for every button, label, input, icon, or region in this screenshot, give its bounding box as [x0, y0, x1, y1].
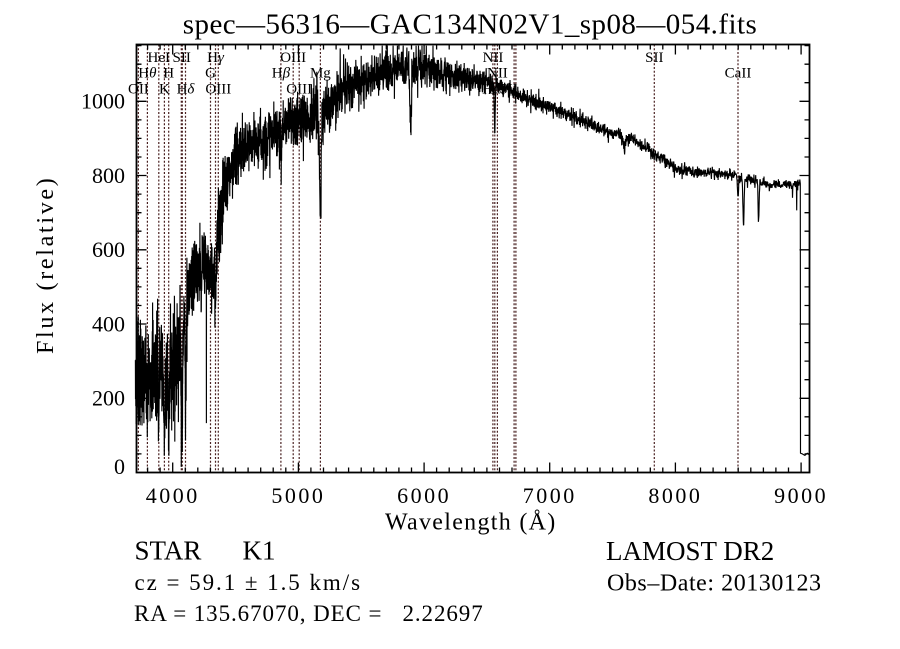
svg-text:1000: 1000	[81, 89, 125, 114]
svg-text:Wavelength (Å): Wavelength (Å)	[385, 510, 557, 536]
svg-text:Obs–Date: 20130123: Obs–Date: 20130123	[607, 571, 822, 597]
svg-text:4000: 4000	[146, 483, 200, 508]
svg-text:SII: SII	[499, 82, 517, 98]
svg-text:NII: NII	[483, 50, 504, 66]
svg-text:Flux (relative): Flux (relative)	[33, 176, 59, 354]
svg-text:5000: 5000	[271, 483, 325, 508]
svg-text:OII: OII	[128, 82, 149, 98]
svg-text:Hγ: Hγ	[207, 50, 225, 66]
svg-text:LAMOST DR2: LAMOST DR2	[606, 536, 774, 566]
svg-text:Hα: Hα	[482, 82, 502, 98]
svg-text:0: 0	[114, 454, 125, 479]
svg-text:600: 600	[92, 237, 125, 262]
svg-text:8000: 8000	[648, 483, 702, 508]
svg-text:9000: 9000	[774, 483, 828, 508]
svg-text:HeI: HeI	[148, 50, 171, 66]
svg-text:OIII: OIII	[205, 82, 231, 98]
svg-text:K: K	[159, 82, 170, 98]
svg-text:SII: SII	[173, 50, 191, 66]
svg-text:G: G	[205, 66, 216, 82]
svg-text:H: H	[163, 66, 174, 82]
svg-text:Mg: Mg	[310, 66, 331, 82]
svg-text:cz = 59.1 ± 1.5 km/s: cz = 59.1 ± 1.5 km/s	[135, 570, 363, 595]
svg-text:SII: SII	[645, 50, 663, 66]
svg-text:spec—56316—GAC134N02V1_sp08—05: spec—56316—GAC134N02V1_sp08—054.fits	[183, 8, 757, 40]
svg-text:Hθ: Hθ	[138, 66, 157, 82]
svg-text:NII: NII	[487, 66, 508, 82]
svg-text:400: 400	[92, 311, 125, 336]
svg-text:OIII: OIII	[280, 50, 306, 66]
svg-text:RA = 135.67070, DEC = 2.2269: RA = 135.67070, DEC = 2.22697	[134, 601, 484, 626]
svg-text:200: 200	[92, 386, 125, 411]
svg-text:Hβ: Hβ	[272, 66, 291, 82]
svg-text:STAR: STAR	[135, 536, 202, 566]
svg-text:6000: 6000	[397, 483, 451, 508]
svg-text:K1: K1	[243, 536, 276, 566]
svg-text:800: 800	[92, 163, 125, 188]
svg-text:Hδ: Hδ	[177, 82, 196, 98]
svg-text:7000: 7000	[523, 483, 577, 508]
svg-text:OIII: OIII	[286, 82, 312, 98]
svg-text:CaII: CaII	[725, 66, 752, 82]
